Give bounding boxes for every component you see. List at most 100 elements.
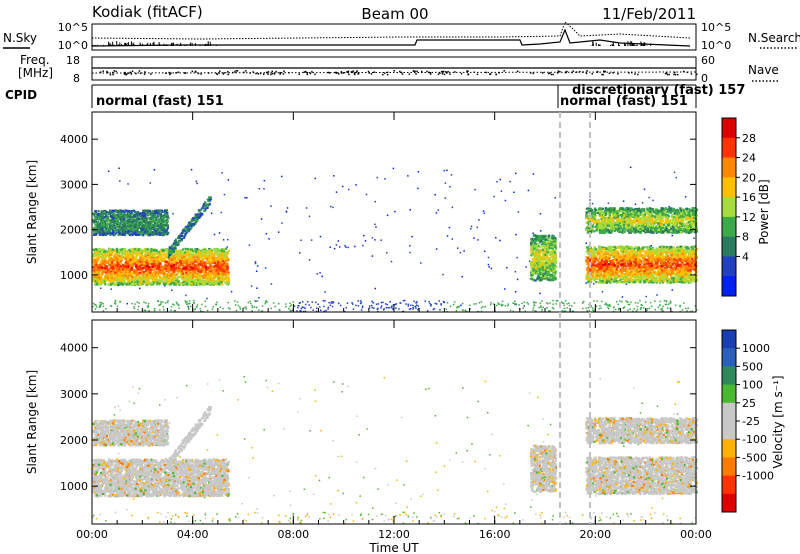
ground-scatter-dot — [512, 302, 514, 304]
ground-scatter-dot — [627, 309, 629, 312]
scatter-dot — [601, 290, 604, 293]
power-cell — [131, 275, 134, 278]
power-scatter — [92, 166, 699, 313]
nave-dot — [102, 70, 104, 72]
ground-scatter-dot — [162, 305, 165, 308]
power-cell — [174, 252, 177, 255]
power-cell — [97, 210, 100, 213]
power-cell — [111, 233, 114, 236]
ground-scatter-dot — [424, 300, 426, 302]
ground-scatter-dot — [452, 303, 455, 306]
power-cell — [97, 248, 100, 252]
ground-scatter-dot — [134, 303, 136, 305]
scatter-dot — [506, 266, 508, 269]
nave-dot — [549, 72, 551, 74]
power-cell — [163, 226, 166, 230]
power-cell — [155, 251, 158, 255]
power-cell — [126, 276, 129, 279]
scatter-dot — [645, 295, 647, 298]
power-cell — [217, 272, 220, 276]
power-cell — [131, 263, 135, 266]
power-cell — [163, 270, 166, 273]
power-cell — [102, 268, 105, 271]
nave-dot — [170, 72, 172, 74]
power-cell — [100, 262, 103, 265]
power-cell — [151, 231, 154, 234]
power-cell — [98, 263, 101, 266]
power-cell — [530, 254, 533, 257]
power-cell — [134, 226, 137, 230]
power-cell — [121, 251, 124, 255]
ground-scatter-dot — [278, 302, 280, 305]
power-cell — [174, 265, 178, 268]
nave-dot — [168, 71, 170, 74]
ground-scatter-dot — [243, 306, 246, 309]
ground-scatter-dot — [99, 304, 101, 306]
power-cell — [146, 210, 149, 213]
power-cell — [132, 278, 135, 281]
power-cell — [153, 232, 156, 235]
power-cell — [133, 249, 136, 252]
power-cell — [216, 261, 220, 264]
power-cell — [127, 218, 130, 222]
power-cell — [152, 227, 155, 231]
power-cell — [179, 268, 182, 271]
power-cell — [140, 267, 143, 270]
power-cell — [101, 271, 104, 275]
power-cell — [115, 270, 118, 273]
power-cell — [155, 224, 159, 227]
ground-scatter-dot — [541, 308, 544, 311]
power-cell — [101, 266, 104, 269]
power-cell — [149, 221, 152, 224]
power-cell — [161, 267, 165, 270]
ground-scatter-dot — [432, 308, 435, 311]
power-cell — [214, 257, 217, 261]
power-cell — [110, 249, 113, 252]
power-cell — [135, 283, 138, 286]
scatter-dot — [99, 287, 102, 290]
power-cell — [149, 276, 152, 279]
power-cell — [174, 269, 177, 273]
power-cell — [126, 229, 129, 232]
power-cell — [109, 280, 112, 284]
power-cell — [554, 243, 557, 246]
power-cell — [136, 222, 139, 225]
power-cell — [146, 267, 150, 270]
power-cell — [200, 270, 203, 273]
ground-scatter-dot — [188, 300, 191, 302]
power-cell — [194, 248, 197, 251]
scatter-dot — [213, 233, 216, 236]
power-cell — [150, 216, 153, 219]
ground-scatter-dot — [407, 303, 410, 306]
power-cell — [215, 250, 218, 253]
power-cell — [188, 279, 191, 282]
power-cell — [114, 215, 117, 218]
ground-scatter-dot — [539, 302, 542, 304]
power-cell — [205, 257, 209, 261]
power-cell — [185, 260, 188, 263]
power-cell — [185, 282, 188, 285]
ground-scatter-dot — [659, 304, 661, 306]
ground-scatter-dot — [643, 307, 645, 309]
nave-dot — [216, 73, 219, 76]
power-cell — [137, 225, 140, 228]
power-cell — [124, 255, 127, 258]
ground-scatter-dot — [251, 310, 253, 312]
power-cell — [198, 249, 201, 252]
power-cell — [187, 261, 190, 264]
power-cell — [129, 283, 132, 286]
ground-scatter-dot — [608, 303, 611, 306]
power-cell — [138, 262, 141, 265]
power-cell — [150, 247, 153, 251]
power-cell — [168, 266, 171, 269]
ground-scatter-dot — [292, 301, 295, 303]
ground-scatter-dot — [304, 303, 307, 306]
power-cell — [151, 254, 154, 257]
power-cell — [165, 253, 168, 256]
ground-scatter-dot — [662, 310, 664, 312]
ground-scatter-dot — [247, 301, 250, 304]
power-cell — [202, 252, 205, 256]
power-cell — [196, 281, 199, 285]
scatter-dot — [263, 188, 265, 190]
nave-dot — [467, 73, 469, 76]
